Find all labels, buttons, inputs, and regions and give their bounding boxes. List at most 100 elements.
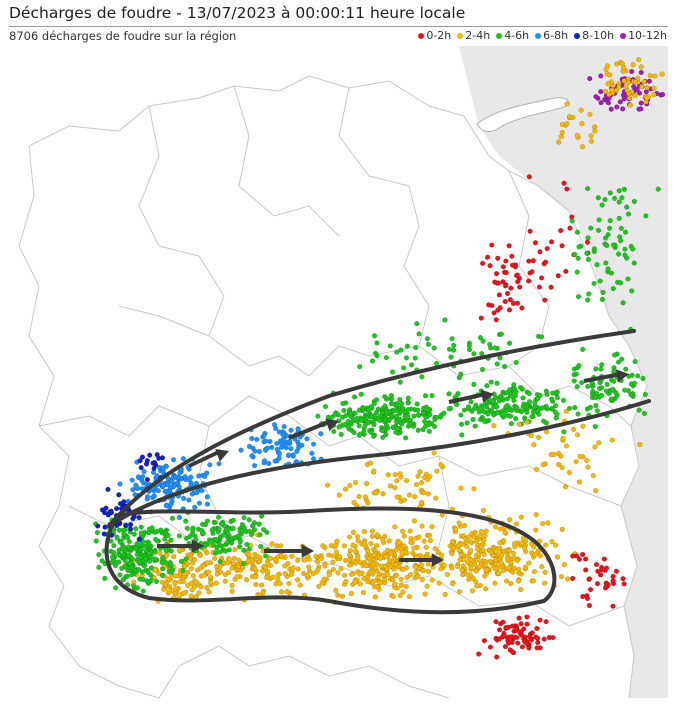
strike-dot [358, 417, 365, 423]
strike-dot [392, 472, 398, 478]
strike-dot [433, 495, 439, 501]
strike-dot [539, 334, 545, 340]
strike-dot [595, 568, 601, 574]
strike-dot [411, 518, 418, 524]
strike-dot [587, 586, 594, 593]
strike-dot [260, 526, 267, 533]
strike-dot [637, 441, 643, 448]
strike-dot [154, 538, 161, 544]
strike-dot [413, 569, 419, 575]
strike-dot [623, 366, 629, 372]
strike-dot [390, 577, 396, 583]
strike-dot [599, 296, 606, 303]
strike-dot [163, 488, 169, 494]
strike-dot [274, 440, 280, 447]
strike-dot [622, 387, 628, 393]
strike-dot [620, 576, 626, 582]
strike-dot [286, 452, 292, 458]
strike-dot [388, 563, 394, 569]
strike-dot [159, 559, 165, 565]
strike-dot [425, 568, 431, 574]
strike-dot [254, 436, 260, 443]
strike-dot [617, 99, 623, 105]
strike-dot [336, 424, 342, 430]
strike-dot [536, 284, 543, 290]
strike-dot [594, 581, 601, 587]
strike-dot [599, 362, 605, 368]
strike-dot [371, 401, 377, 407]
strike-dot [358, 391, 364, 397]
strike-dot [273, 425, 279, 432]
strike-dot [392, 485, 398, 491]
strike-dot [356, 423, 362, 429]
strike-dot [602, 235, 609, 241]
strike-dot [610, 285, 616, 292]
strike-dot [442, 591, 448, 598]
strike-dot [136, 567, 142, 573]
strike-dot [346, 557, 353, 563]
strike-dot [638, 64, 644, 70]
strike-dot [646, 78, 653, 84]
strike-dot [198, 584, 204, 590]
strike-dot [415, 412, 422, 418]
strike-dot [574, 269, 580, 275]
strike-dot [418, 499, 425, 506]
strike-dot [593, 488, 599, 494]
strike-dot [414, 407, 421, 413]
strike-dot [176, 533, 183, 539]
strike-dot [216, 461, 222, 467]
strike-dot [316, 583, 322, 590]
strike-dot [416, 534, 422, 540]
strike-dot [540, 462, 546, 468]
strike-dot [314, 558, 321, 565]
strike-dot [603, 388, 610, 394]
strike-dot [136, 536, 143, 542]
strike-dot [563, 408, 569, 414]
strike-dot [217, 559, 223, 565]
strike-dot [464, 559, 471, 565]
strike-dot [151, 493, 157, 499]
strike-dot [111, 543, 117, 549]
strike-dot [524, 409, 530, 416]
strike-dot [449, 565, 455, 571]
legend-item-4-6h: 4-6h [496, 29, 529, 42]
strike-dot [141, 468, 147, 475]
strike-dot [506, 387, 513, 393]
strike-dot [504, 290, 511, 297]
strike-dot [634, 86, 640, 92]
lightning-map[interactable] [9, 46, 668, 698]
strike-dot [384, 566, 390, 572]
strike-dot [635, 57, 642, 63]
strike-dot [214, 544, 220, 551]
strike-dot [363, 562, 369, 569]
strike-dot [204, 501, 211, 507]
strike-dot [659, 71, 665, 77]
strike-dot [249, 531, 255, 538]
strike-dot [202, 473, 208, 480]
strike-dot [543, 542, 549, 548]
strike-dot [346, 534, 353, 540]
strike-dot [508, 421, 515, 427]
strike-dot [597, 572, 604, 578]
strike-dot [537, 617, 543, 623]
strike-dot [387, 343, 393, 349]
strike-dot [482, 418, 488, 425]
strike-dot [614, 104, 620, 110]
strike-dot [134, 485, 140, 491]
strike-dot [351, 499, 357, 506]
strike-dot [596, 217, 602, 223]
strike-dot [208, 538, 215, 544]
strike-dot [417, 469, 423, 475]
strike-dot [412, 564, 419, 570]
strike-dot [375, 406, 381, 412]
strike-dot [492, 345, 498, 351]
strike-dot [183, 556, 189, 562]
strike-dot [401, 533, 407, 539]
strike-dot [389, 369, 396, 375]
strike-dot [549, 396, 555, 402]
strike-dot [383, 409, 390, 416]
strike-dot [555, 273, 561, 279]
strike-dot [579, 121, 585, 127]
strike-dot [479, 260, 486, 267]
strike-dot [429, 523, 435, 530]
